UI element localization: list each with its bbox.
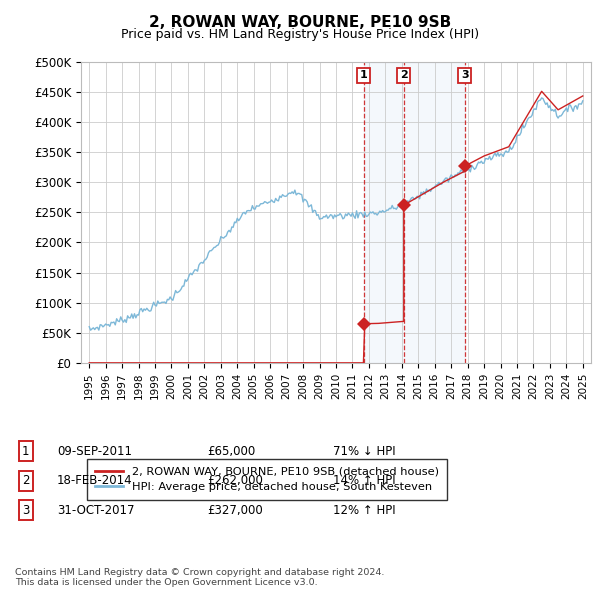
Text: £65,000: £65,000 <box>207 445 255 458</box>
Text: 2: 2 <box>400 70 407 80</box>
Text: 12% ↑ HPI: 12% ↑ HPI <box>333 504 395 517</box>
Text: 18-FEB-2014: 18-FEB-2014 <box>57 474 133 487</box>
Text: £262,000: £262,000 <box>207 474 263 487</box>
Text: Price paid vs. HM Land Registry's House Price Index (HPI): Price paid vs. HM Land Registry's House … <box>121 28 479 41</box>
Text: 71% ↓ HPI: 71% ↓ HPI <box>333 445 395 458</box>
Text: 3: 3 <box>22 504 29 517</box>
Text: 1: 1 <box>22 445 29 458</box>
Text: 14% ↑ HPI: 14% ↑ HPI <box>333 474 395 487</box>
Text: 31-OCT-2017: 31-OCT-2017 <box>57 504 134 517</box>
Text: 2: 2 <box>22 474 29 487</box>
Text: 2, ROWAN WAY, BOURNE, PE10 9SB: 2, ROWAN WAY, BOURNE, PE10 9SB <box>149 15 451 30</box>
Text: Contains HM Land Registry data © Crown copyright and database right 2024.
This d: Contains HM Land Registry data © Crown c… <box>15 568 385 587</box>
Text: 09-SEP-2011: 09-SEP-2011 <box>57 445 132 458</box>
Legend: 2, ROWAN WAY, BOURNE, PE10 9SB (detached house), HPI: Average price, detached ho: 2, ROWAN WAY, BOURNE, PE10 9SB (detached… <box>86 459 447 500</box>
Text: £327,000: £327,000 <box>207 504 263 517</box>
Text: 3: 3 <box>461 70 469 80</box>
Text: 1: 1 <box>360 70 368 80</box>
Bar <box>364 62 465 363</box>
